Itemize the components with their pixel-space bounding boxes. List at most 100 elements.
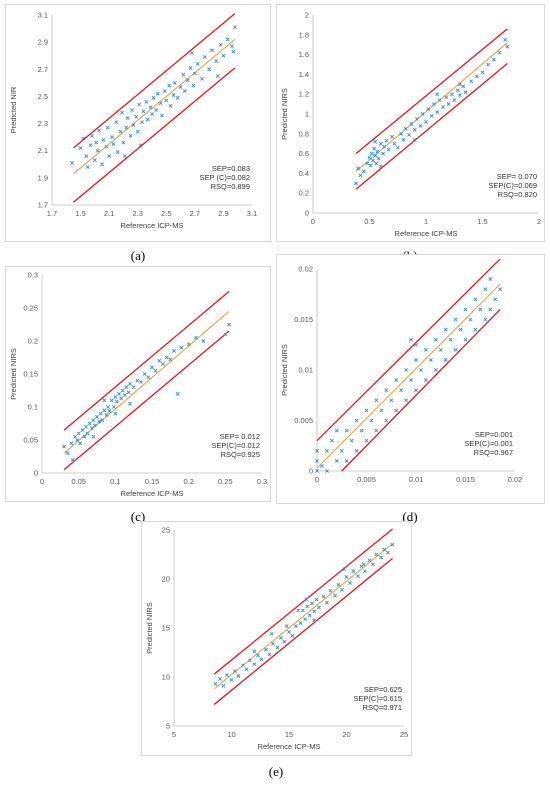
y-tick-label: 1.9 <box>38 173 48 182</box>
data-point <box>114 120 119 125</box>
data-point <box>379 555 383 560</box>
data-point <box>241 663 245 668</box>
data-point <box>120 110 124 115</box>
data-point <box>384 418 389 423</box>
y-tick-label: 2.3 <box>38 119 48 128</box>
data-point <box>478 307 483 312</box>
y-tick-label: 1.2 <box>299 90 309 99</box>
y-tick-label: 0.8 <box>299 129 309 138</box>
data-point <box>95 148 100 153</box>
data-point <box>65 451 70 456</box>
data-point <box>336 582 341 587</box>
chart-panel-d: 0 0.005 0.01 0.015 0.02 0 0.005 0.01 0.015 0.02 Pr… <box>276 254 545 504</box>
data-point <box>275 645 280 650</box>
data-point <box>310 601 314 606</box>
data-point <box>344 458 349 463</box>
data-point <box>97 419 102 424</box>
data-point <box>78 441 83 446</box>
data-point <box>368 163 373 168</box>
data-point <box>305 604 310 609</box>
data-point <box>457 82 462 87</box>
data-point <box>358 173 363 178</box>
data-point <box>194 335 198 340</box>
data-point <box>409 378 413 383</box>
data-point <box>429 114 434 118</box>
data-point <box>100 162 104 167</box>
lower-limit-line <box>341 308 501 472</box>
data-point <box>382 144 387 149</box>
data-point <box>334 428 339 433</box>
data-point <box>84 424 88 429</box>
data-point <box>172 80 177 85</box>
data-point <box>122 393 127 398</box>
y-tick-label: 3.1 <box>38 11 48 20</box>
data-point <box>300 608 305 613</box>
x-axis-title: Reference ICP-MS <box>121 489 184 498</box>
data-point <box>325 600 329 605</box>
data-point <box>126 390 131 395</box>
data-point <box>414 342 418 347</box>
data-point <box>117 391 121 396</box>
data-point <box>349 438 354 443</box>
data-point <box>444 95 449 100</box>
data-point <box>362 569 367 574</box>
data-point <box>135 378 140 383</box>
data-point <box>437 98 442 103</box>
y-tick-label: 0.02 <box>298 265 313 274</box>
y-tick-label: 0.6 <box>299 149 309 158</box>
data-point <box>124 385 129 390</box>
data-point <box>348 581 352 585</box>
data-point <box>155 91 160 96</box>
data-point <box>287 630 291 634</box>
data-point <box>372 146 376 151</box>
data-point <box>378 164 383 169</box>
data-point <box>384 138 389 143</box>
data-point <box>374 161 379 166</box>
data-point <box>452 98 457 103</box>
data-point <box>378 141 383 146</box>
data-point <box>463 90 468 95</box>
data-point <box>399 388 404 393</box>
x-tick-label: 1 <box>424 217 428 226</box>
stats-label: SEP= 0.012 <box>220 432 260 441</box>
data-point <box>379 408 384 413</box>
data-point <box>256 653 260 658</box>
y-tick-label: 0.01 <box>298 366 313 375</box>
stats-label: SEP(C)=0.001 <box>464 439 513 448</box>
data-point <box>488 277 493 282</box>
data-point <box>111 405 116 409</box>
data-point <box>202 55 207 59</box>
data-point <box>315 448 319 453</box>
data-point <box>104 144 109 149</box>
data-point <box>145 117 150 122</box>
upper-limit-line <box>73 13 236 149</box>
data-point <box>221 683 226 688</box>
data-point <box>218 677 222 681</box>
x-tick-label: 2.7 <box>190 209 200 218</box>
panel-label-a: (a) <box>130 248 146 263</box>
data-point <box>76 431 81 436</box>
y-axis-title: Predicted NIRS <box>280 88 289 140</box>
data-point <box>182 89 187 93</box>
data-point <box>320 464 324 468</box>
data-point <box>491 57 496 62</box>
data-point <box>134 114 139 119</box>
chart-a-svg: 1.7 1.9 2.1 2.3 2.5 2.7 2.9 3.1 1.7 1.9 2.1 2.3 2.5 2… <box>9 11 257 231</box>
data-point <box>158 101 163 106</box>
data-point <box>90 133 94 138</box>
panel-label-d: (d) <box>402 509 418 524</box>
y-tick-label: 0.1 <box>28 403 38 412</box>
data-point <box>178 85 183 89</box>
data-point <box>457 93 462 98</box>
data-point <box>130 108 134 112</box>
chart-e-svg: 5 10 15 20 25 5 10 15 20 25 Reference ICP-MS Predic… <box>145 526 408 752</box>
data-point <box>486 62 491 67</box>
y-tick-label: 1.4 <box>299 70 309 79</box>
data-point <box>162 89 167 93</box>
y-tick-label: 5 <box>166 722 170 731</box>
x-tick-label: 0.015 <box>456 475 475 484</box>
data-point <box>394 408 399 413</box>
data-point <box>259 657 264 662</box>
data-point <box>88 143 93 148</box>
data-point <box>339 448 344 453</box>
